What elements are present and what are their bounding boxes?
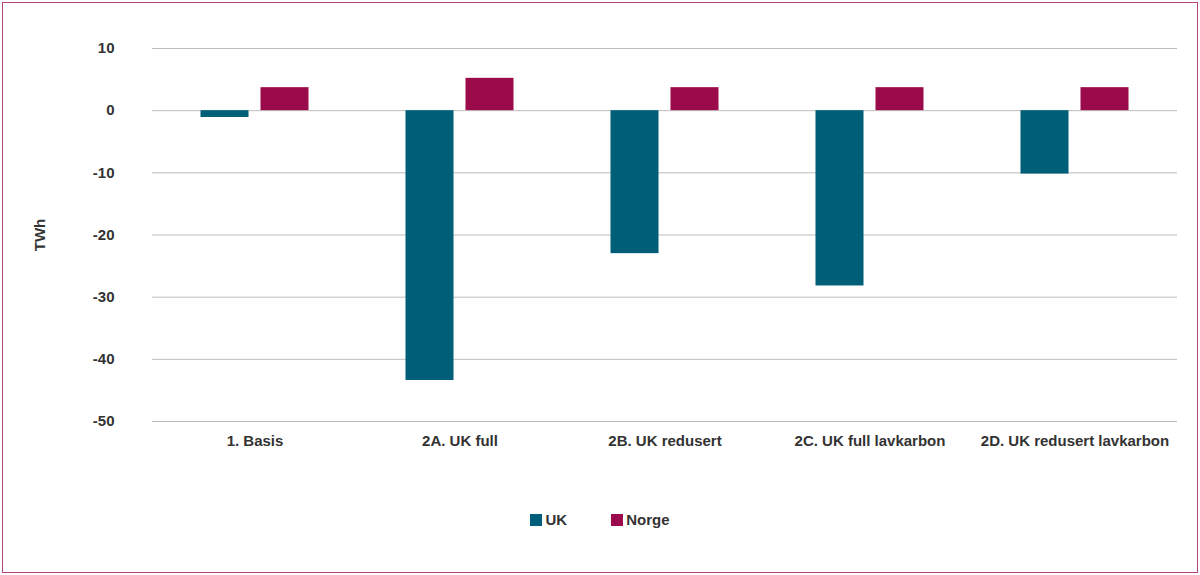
svg-text:2D. UK redusert lavkarbon: 2D. UK redusert lavkarbon	[980, 432, 1168, 449]
svg-text:1. Basis: 1. Basis	[226, 432, 283, 449]
svg-text:2A. UK full: 2A. UK full	[422, 432, 498, 449]
svg-text:2C. UK full lavkarbon: 2C. UK full lavkarbon	[794, 432, 945, 449]
svg-text:10: 10	[97, 39, 114, 56]
html-text:UK: UK	[545, 511, 568, 528]
svg-text:-40: -40	[92, 350, 114, 367]
svg-text:-10: -10	[92, 164, 114, 181]
html-text:Norge: Norge	[626, 511, 670, 528]
svg-text:TWh: TWh	[31, 219, 48, 251]
svg-text:-50: -50	[92, 412, 114, 429]
svg-text:2B. UK redusert: 2B. UK redusert	[608, 432, 721, 449]
svg-text:0: 0	[106, 101, 114, 118]
svg-text:-30: -30	[92, 288, 114, 305]
svg-text:-20: -20	[92, 226, 114, 243]
